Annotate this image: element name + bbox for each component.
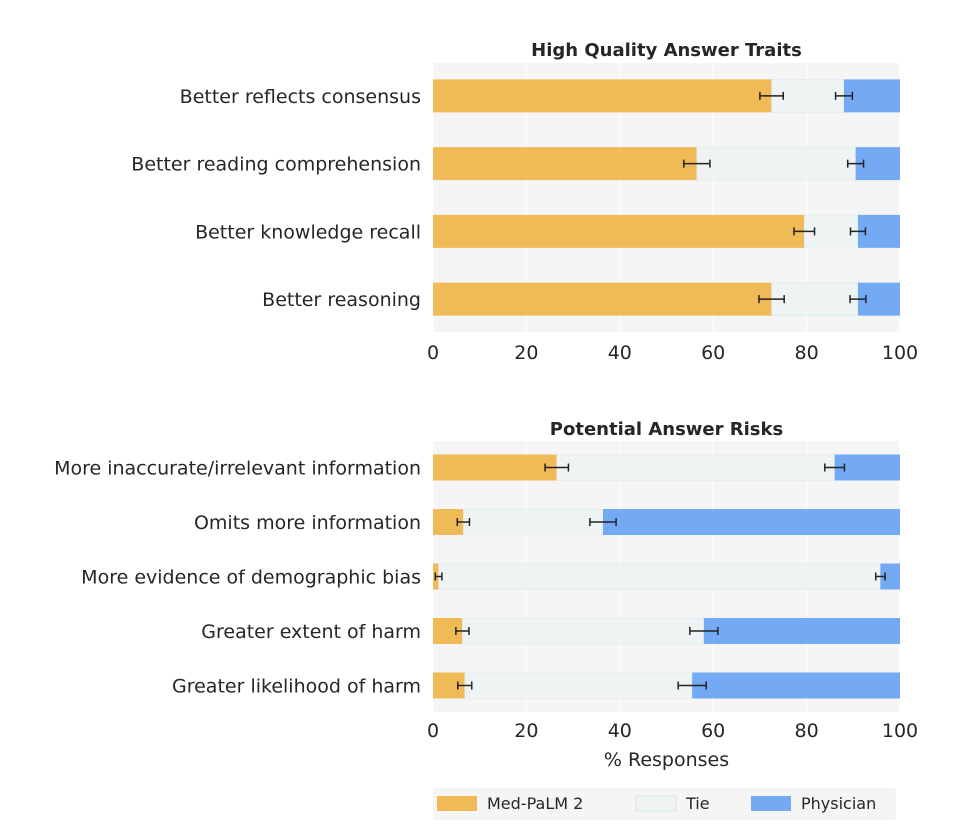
bar-physician bbox=[692, 672, 900, 699]
error-bar bbox=[759, 91, 784, 100]
error-bar bbox=[849, 295, 867, 304]
category-label: More inaccurate/irrelevant information bbox=[54, 458, 421, 480]
error-bar bbox=[677, 681, 707, 690]
error-bar bbox=[689, 627, 719, 635]
chart-panel-1: High Quality Answer Traits Better reflect… bbox=[131, 40, 918, 364]
bar-tie bbox=[556, 454, 835, 481]
x-tick-label: 80 bbox=[795, 342, 819, 364]
bar-physician bbox=[843, 79, 900, 113]
x-tick-label: 80 bbox=[795, 720, 819, 742]
chart-title: High Quality Answer Traits bbox=[531, 40, 802, 61]
error-bar bbox=[455, 627, 470, 635]
legend-label: Med-PaLM 2 bbox=[487, 794, 583, 813]
x-tick-label: 20 bbox=[514, 720, 538, 742]
bar-tie bbox=[464, 672, 693, 699]
bar-physician bbox=[880, 563, 900, 590]
x-tick-label: 100 bbox=[882, 720, 918, 742]
legend-item: Physician bbox=[751, 794, 876, 813]
bar-tie bbox=[771, 282, 859, 316]
legend: Med-PaLM 2 Tie Physician bbox=[433, 788, 896, 820]
bar-tie bbox=[463, 508, 604, 536]
bar-physician bbox=[834, 454, 900, 481]
error-bar bbox=[793, 227, 816, 236]
x-tick-label: 40 bbox=[608, 342, 632, 364]
x-tick-label: 0 bbox=[427, 342, 439, 364]
category-label: Better reasoning bbox=[262, 289, 421, 311]
error-bar bbox=[874, 572, 886, 581]
category-label: Better reflects consensus bbox=[180, 86, 421, 108]
chart-panel-2: Potential Answer Risks More inaccurate/ir… bbox=[54, 419, 918, 771]
bar-medpalm bbox=[433, 79, 772, 113]
x-tick-label: 60 bbox=[701, 342, 725, 364]
error-bar bbox=[457, 681, 473, 690]
error-bar bbox=[846, 159, 865, 168]
legend-item: Med-PaLM 2 bbox=[437, 794, 583, 813]
chart-title: Potential Answer Risks bbox=[550, 419, 783, 440]
category-label: Omits more information bbox=[194, 512, 421, 534]
category-label: Better knowledge recall bbox=[195, 221, 421, 243]
legend-label: Tie bbox=[685, 794, 710, 813]
error-bar bbox=[824, 463, 846, 472]
error-bar bbox=[589, 518, 617, 526]
x-tick-label: 40 bbox=[608, 720, 632, 742]
error-bar bbox=[834, 91, 854, 100]
error-bar bbox=[544, 463, 570, 472]
bar-medpalm bbox=[433, 147, 697, 181]
bar-medpalm bbox=[433, 454, 557, 481]
error-bar bbox=[683, 159, 711, 168]
legend-swatch-medpalm bbox=[437, 796, 477, 811]
bar-tie bbox=[696, 146, 856, 181]
category-label: Greater likelihood of harm bbox=[172, 676, 421, 698]
category-label: Better reading comprehension bbox=[131, 154, 421, 176]
legend-label: Physician bbox=[801, 794, 876, 813]
bar-tie bbox=[438, 563, 881, 590]
legend-swatch-physician bbox=[751, 796, 791, 811]
legend-item: Tie bbox=[635, 794, 710, 813]
bar-medpalm bbox=[433, 214, 805, 248]
x-tick-label: 100 bbox=[882, 342, 918, 364]
error-bar bbox=[849, 227, 867, 236]
x-tick-label: 20 bbox=[514, 342, 538, 364]
legend-swatch-tie bbox=[635, 795, 677, 812]
error-bar bbox=[758, 295, 785, 304]
x-tick-label: 0 bbox=[427, 720, 439, 742]
bar-physician bbox=[703, 618, 900, 644]
x-axis-label: % Responses bbox=[604, 749, 729, 771]
error-bar bbox=[434, 572, 443, 581]
bar-physician bbox=[602, 509, 900, 535]
bar-tie bbox=[462, 617, 705, 645]
x-tick-label: 60 bbox=[701, 720, 725, 742]
error-bar bbox=[456, 518, 471, 526]
bar-medpalm bbox=[433, 282, 772, 316]
category-label: More evidence of demographic bias bbox=[81, 567, 421, 589]
category-label: Greater extent of harm bbox=[201, 621, 421, 643]
